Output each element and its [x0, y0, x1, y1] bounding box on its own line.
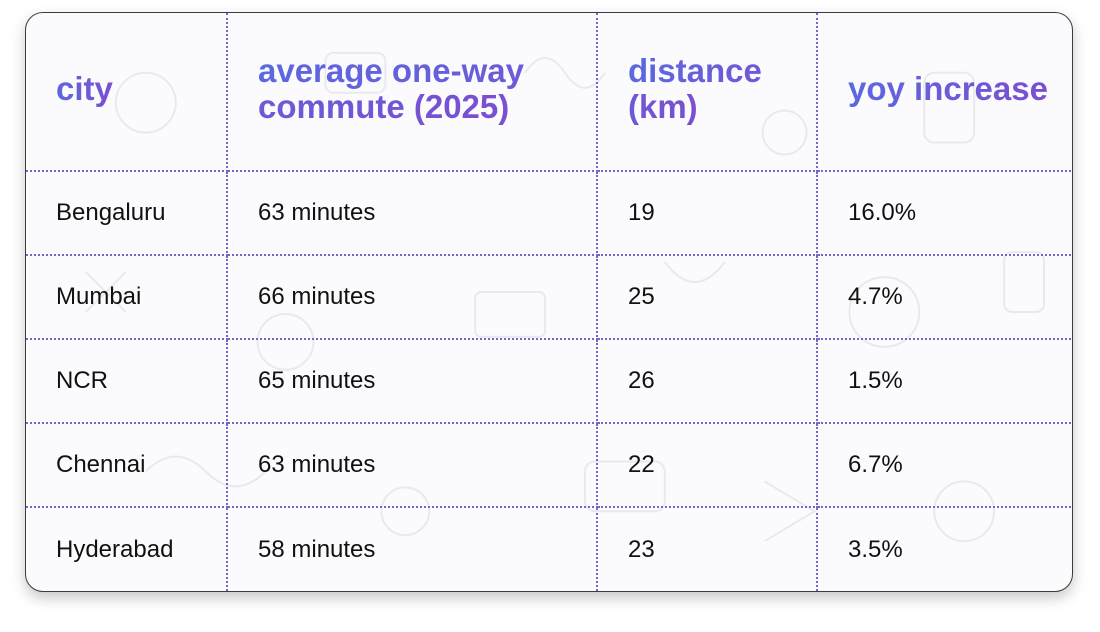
- column-header-city: city: [26, 13, 228, 172]
- commute-table-card: city average one-way commute (2025) dist…: [25, 12, 1073, 592]
- commute-table: city average one-way commute (2025) dist…: [26, 13, 1072, 591]
- table-row: Hyderabad 58 minutes 23 3.5%: [26, 507, 1072, 591]
- cell-average-commute: 66 minutes: [227, 255, 598, 340]
- cell-distance: 26: [597, 339, 818, 424]
- cell-yoy-increase: 16.0%: [817, 171, 1072, 256]
- cell-distance: 22: [597, 423, 818, 508]
- cell-city: Bengaluru: [26, 171, 228, 256]
- column-header-label: yoy increase: [848, 69, 1048, 107]
- column-header-label: distance (km): [628, 51, 762, 125]
- table-row: Chennai 63 minutes 22 6.7%: [26, 423, 1072, 508]
- cell-city: Hyderabad: [26, 507, 228, 591]
- cell-distance: 23: [597, 507, 818, 591]
- cell-yoy-increase: 6.7%: [817, 423, 1072, 508]
- table-row: Bengaluru 63 minutes 19 16.0%: [26, 171, 1072, 256]
- cell-average-commute: 63 minutes: [227, 171, 598, 256]
- cell-yoy-increase: 4.7%: [817, 255, 1072, 340]
- table-row: Mumbai 66 minutes 25 4.7%: [26, 255, 1072, 340]
- table-header-row: city average one-way commute (2025) dist…: [26, 13, 1072, 172]
- cell-city: Chennai: [26, 423, 228, 508]
- column-header-label: city: [56, 69, 113, 107]
- cell-yoy-increase: 3.5%: [848, 535, 903, 563]
- cell-yoy-increase: 1.5%: [817, 339, 1072, 424]
- cell-distance: 25: [597, 255, 818, 340]
- column-header-yoy-increase: yoy increase: [817, 13, 1072, 172]
- cell-city: Mumbai: [26, 255, 228, 340]
- column-header-label: average one-way commute (2025): [258, 51, 524, 125]
- cell-average-commute: 65 minutes: [227, 339, 598, 424]
- cell-average-commute: 63 minutes: [227, 423, 598, 508]
- table-row: NCR 65 minutes 26 1.5%: [26, 339, 1072, 424]
- cell-distance: 19: [597, 171, 818, 256]
- column-header-distance: distance (km): [597, 13, 818, 172]
- cell-average-commute: 58 minutes: [227, 507, 598, 591]
- cell-city: NCR: [26, 339, 228, 424]
- column-header-average-commute: average one-way commute (2025): [227, 13, 598, 172]
